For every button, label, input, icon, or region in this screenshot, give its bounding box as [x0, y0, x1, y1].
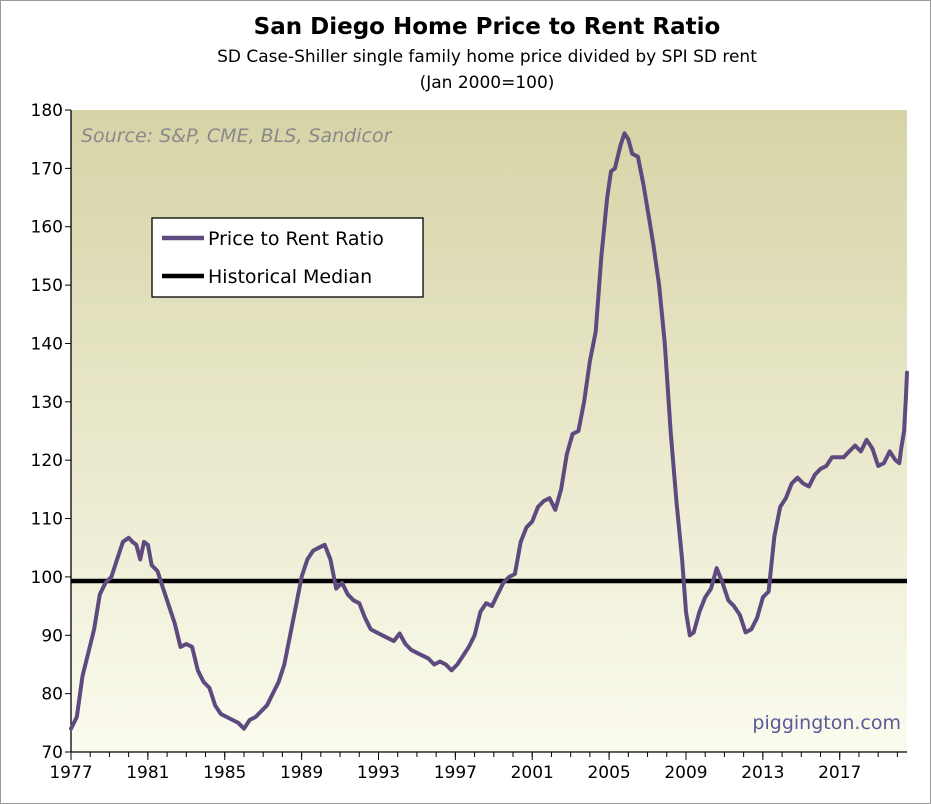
y-tick-label: 90 [41, 626, 63, 646]
legend-box [151, 217, 424, 298]
chart-subtitle: SD Case-Shiller single family home price… [217, 47, 757, 67]
y-tick-label: 170 [31, 159, 63, 179]
x-tick-label: 1997 [434, 763, 477, 783]
x-tick-label: 1977 [49, 763, 92, 783]
y-tick-label: 140 [31, 334, 63, 354]
y-tick-label: 100 [31, 568, 63, 588]
watermark: piggington.com [752, 712, 901, 734]
legend: Price to Rent Ratio Historical Median [151, 217, 424, 298]
x-tick-label: 2013 [741, 763, 784, 783]
x-tick-label: 2009 [664, 763, 707, 783]
y-tick-label: 70 [41, 743, 63, 763]
y-axis: 70 80 90 100 110 120 130 140 150 160 170 180 [31, 101, 71, 763]
legend-label-price-to-rent: Price to Rent Ratio [208, 228, 384, 250]
y-tick-label: 150 [31, 276, 63, 296]
x-tick-label: 1985 [203, 763, 246, 783]
x-tick-label: 1989 [280, 763, 323, 783]
y-tick-label: 180 [31, 101, 63, 121]
x-tick-label: 1981 [126, 763, 169, 783]
chart-subtitle-base: (Jan 2000=100) [420, 73, 555, 93]
y-tick-label: 130 [31, 393, 63, 413]
plot-area [71, 110, 907, 752]
legend-label-median: Historical Median [208, 266, 372, 288]
x-tick-label: 1993 [357, 763, 400, 783]
price-to-rent-series-line [69, 131, 909, 731]
chart-title: San Diego Home Price to Rent Ratio [254, 14, 721, 40]
y-tick-label: 80 [41, 685, 63, 705]
y-tick-label: 120 [31, 451, 63, 471]
y-tick-label: 160 [31, 218, 63, 238]
series-group [69, 131, 909, 731]
x-tick-label: 2001 [511, 763, 554, 783]
axes [70, 110, 907, 753]
x-tick-label: 2005 [587, 763, 630, 783]
source-note: Source: S&P, CME, BLS, Sandicor [81, 125, 393, 147]
x-axis: 1977 1981 1985 1989 1993 1997 2001 2005 2009 2013… [49, 752, 898, 783]
x-tick-label: 2017 [818, 763, 861, 783]
y-tick-label: 110 [31, 510, 63, 530]
